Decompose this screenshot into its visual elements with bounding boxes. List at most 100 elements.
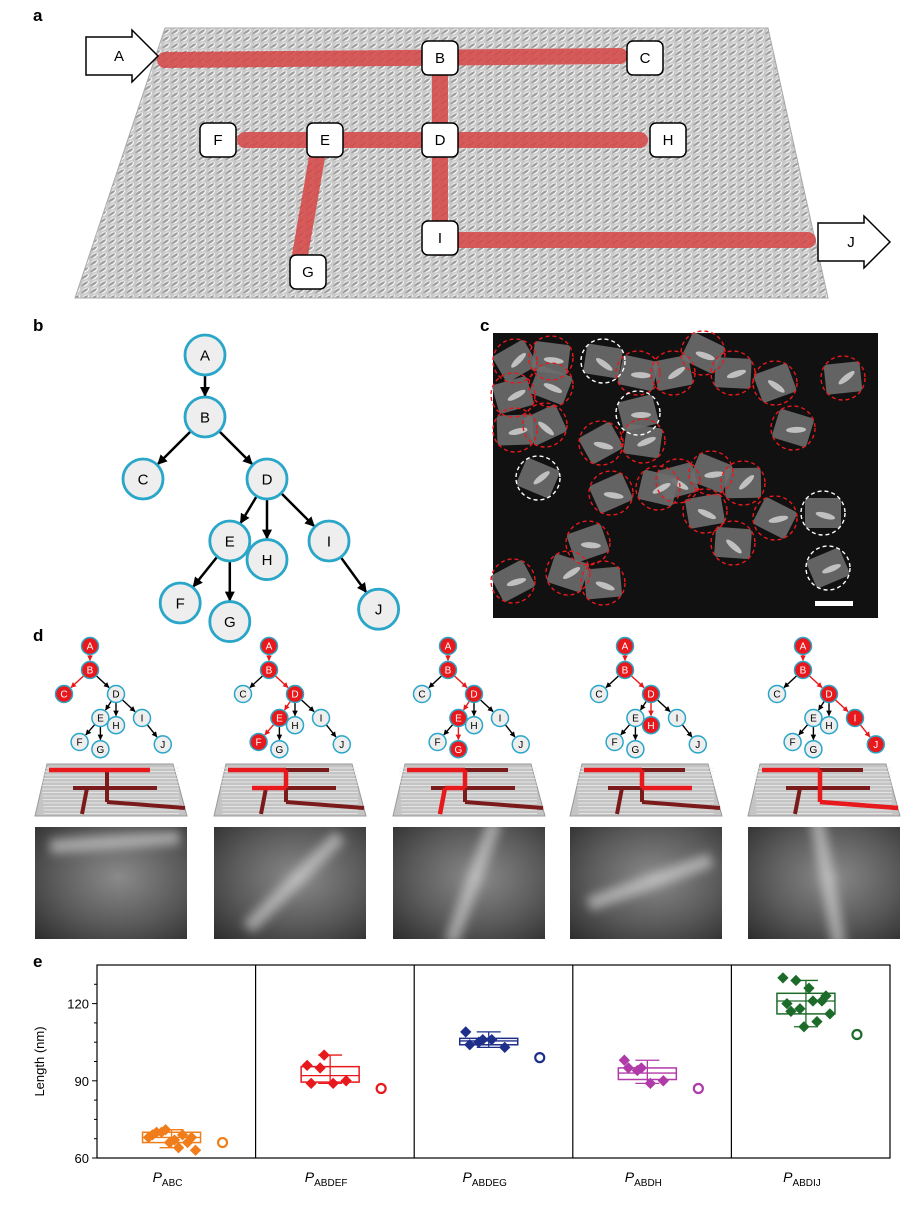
graph-node-label: H	[470, 721, 477, 732]
afm-white-circle	[800, 490, 846, 536]
data-point	[803, 982, 815, 994]
graph-node-label: B	[622, 666, 629, 677]
graph-node-label: F	[435, 738, 441, 749]
afm-red-circle	[545, 550, 591, 596]
graph-node-h	[106, 715, 126, 735]
graph-node-label: G	[97, 745, 105, 756]
graph-node-j	[357, 587, 401, 631]
graph-node-label: B	[800, 666, 807, 677]
graph-edge	[639, 700, 647, 711]
graph-node-h	[285, 715, 305, 735]
afm-white-circle	[515, 455, 561, 501]
graph-node-c	[233, 684, 253, 704]
afm-red-circle	[752, 495, 798, 541]
arrow-a-icon	[85, 28, 160, 84]
graph-edge	[681, 724, 693, 738]
graph-node-label: A	[87, 642, 94, 653]
data-point	[172, 1142, 185, 1154]
afm-red-circle	[682, 488, 728, 534]
graph-edge	[121, 699, 136, 713]
afm-closeup-abc	[35, 827, 187, 939]
graph-node-label: A	[266, 642, 273, 653]
graph-node-i	[307, 519, 351, 563]
mini-track-highlight	[819, 799, 899, 811]
graph-edge	[156, 430, 192, 466]
node-box-i	[421, 220, 459, 256]
graph-edge	[192, 555, 219, 588]
node-box-c	[626, 40, 664, 76]
graph-node-label: E	[455, 714, 462, 725]
graph-node-label: G	[224, 614, 236, 631]
graph-node-label: C	[60, 690, 67, 701]
track-label-d: D	[435, 132, 446, 149]
data-point	[163, 1136, 176, 1149]
graph-node-label: E	[810, 714, 817, 725]
graph-node-label: A	[622, 642, 629, 653]
graph-node-f	[249, 732, 268, 752]
graph-edge	[834, 699, 849, 713]
data-point	[777, 972, 789, 984]
graph-node-label: A	[200, 347, 210, 364]
graph-node-label: F	[790, 738, 796, 749]
graph-edge	[283, 700, 291, 711]
y-tick-label: 120	[67, 997, 89, 1012]
graph-edge	[85, 723, 96, 736]
node-box-e	[306, 122, 344, 158]
graph-edge	[453, 675, 468, 689]
graph-node-e	[804, 708, 823, 728]
graph-node-label: E	[276, 714, 283, 725]
graph-edge	[656, 699, 671, 713]
afm-red-circle	[528, 362, 574, 408]
track-label-g: G	[302, 264, 314, 281]
graph-node-label: C	[773, 690, 780, 701]
mini-track-highlight	[437, 787, 448, 815]
graph-edge	[428, 675, 443, 689]
graph-edge	[462, 700, 470, 711]
graph-node-label: F	[612, 738, 618, 749]
track-label-f: F	[213, 132, 222, 149]
graph-edge	[300, 699, 315, 713]
graph-node-g	[91, 739, 110, 759]
graph-node-label: I	[499, 714, 502, 725]
graph-edge	[859, 724, 871, 738]
graph-node-a	[615, 636, 635, 656]
graph-node-g	[208, 600, 252, 644]
graph-node-d	[464, 684, 484, 704]
graph-node-label: B	[266, 666, 273, 677]
graph-node-label: I	[141, 714, 144, 725]
graph-node-d	[106, 684, 126, 704]
mini-tree-abdeg: A B C D E F G H I J	[412, 636, 531, 759]
panel-label-a: a	[33, 6, 43, 25]
graph-node-label: H	[112, 721, 119, 732]
afm-red-circle	[615, 350, 661, 396]
graph-edge	[783, 675, 798, 689]
graph-edge	[504, 724, 516, 738]
graph-node-c	[121, 457, 165, 501]
graph-node-h	[245, 538, 289, 582]
path-graph: A B C D E F G H I J	[121, 333, 401, 644]
graph-node-e	[91, 708, 110, 728]
data-point	[790, 974, 802, 987]
graph-node-c	[54, 684, 74, 704]
afm-closeup-abdef	[214, 827, 366, 939]
graph-node-label: J	[873, 740, 878, 751]
panel-label-c: c	[480, 316, 490, 335]
graph-node-f	[70, 732, 89, 752]
graph-node-d	[285, 684, 305, 704]
graph-edge	[70, 675, 85, 689]
graph-node-label: B	[445, 666, 452, 677]
mini-tile-abdij	[747, 763, 901, 817]
arrow-j-icon	[817, 214, 892, 270]
graph-edge	[443, 723, 454, 736]
mini-tree-abdij: A B C D E F G H I J	[767, 636, 886, 759]
graph-node-g	[449, 739, 468, 759]
track-label-e: E	[320, 132, 330, 149]
y-axis-label: Length (nm)	[32, 1026, 47, 1096]
graph-node-b	[259, 660, 279, 680]
graph-node-d	[819, 684, 839, 704]
y-tick-label: 90	[75, 1074, 89, 1089]
graph-node-i	[667, 708, 687, 728]
afm-closeup-abdij	[748, 827, 900, 939]
graph-node-e	[208, 519, 252, 563]
afm-red-circle	[492, 407, 538, 453]
